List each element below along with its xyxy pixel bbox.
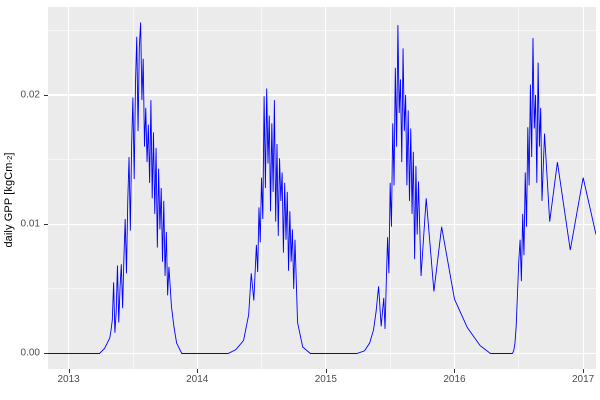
y-axis-tick-mark bbox=[44, 353, 48, 355]
gridline-minor-horizontal bbox=[48, 288, 596, 290]
gridline-major-vertical bbox=[325, 7, 327, 369]
gridline-major-vertical bbox=[582, 7, 584, 369]
x-axis-tick-label: 2016 bbox=[443, 374, 466, 385]
y-axis-tick-label: 0.01 bbox=[20, 218, 40, 230]
gridline-major-vertical bbox=[196, 7, 198, 369]
y-axis-tick-mark bbox=[44, 224, 48, 226]
series-line-daily-gpp bbox=[48, 23, 596, 354]
y-axis-tick-labels: 0.00 0.01 0.02 bbox=[0, 0, 40, 400]
data-series-layer bbox=[48, 7, 596, 369]
y-axis-tick-mark bbox=[44, 94, 48, 96]
x-axis-tick-mark bbox=[454, 369, 456, 373]
gridline-minor-vertical bbox=[132, 7, 134, 369]
x-axis-tick-label: 2015 bbox=[314, 374, 337, 385]
x-axis-tick-mark bbox=[197, 369, 199, 373]
x-axis-tick-label: 2013 bbox=[57, 374, 80, 385]
x-axis-tick-label: 2014 bbox=[186, 374, 209, 385]
gridline-major-horizontal bbox=[48, 223, 596, 225]
y-axis-tick-label: 0.00 bbox=[20, 347, 40, 359]
gridline-major-vertical bbox=[67, 7, 70, 369]
gridline-minor-horizontal bbox=[48, 29, 596, 31]
y-axis-tick-label: 0.02 bbox=[20, 89, 40, 101]
x-axis-tick-mark bbox=[68, 369, 70, 373]
x-axis-tick-label: 2017 bbox=[572, 374, 595, 385]
gridline-minor-horizontal bbox=[48, 159, 596, 160]
gridline-minor-vertical bbox=[518, 7, 520, 369]
gridline-major-vertical bbox=[453, 7, 456, 369]
x-axis-tick-mark bbox=[325, 369, 327, 373]
plot-panel bbox=[48, 7, 596, 369]
gridline-major-horizontal bbox=[48, 94, 596, 96]
x-axis-tick-mark bbox=[583, 369, 585, 373]
